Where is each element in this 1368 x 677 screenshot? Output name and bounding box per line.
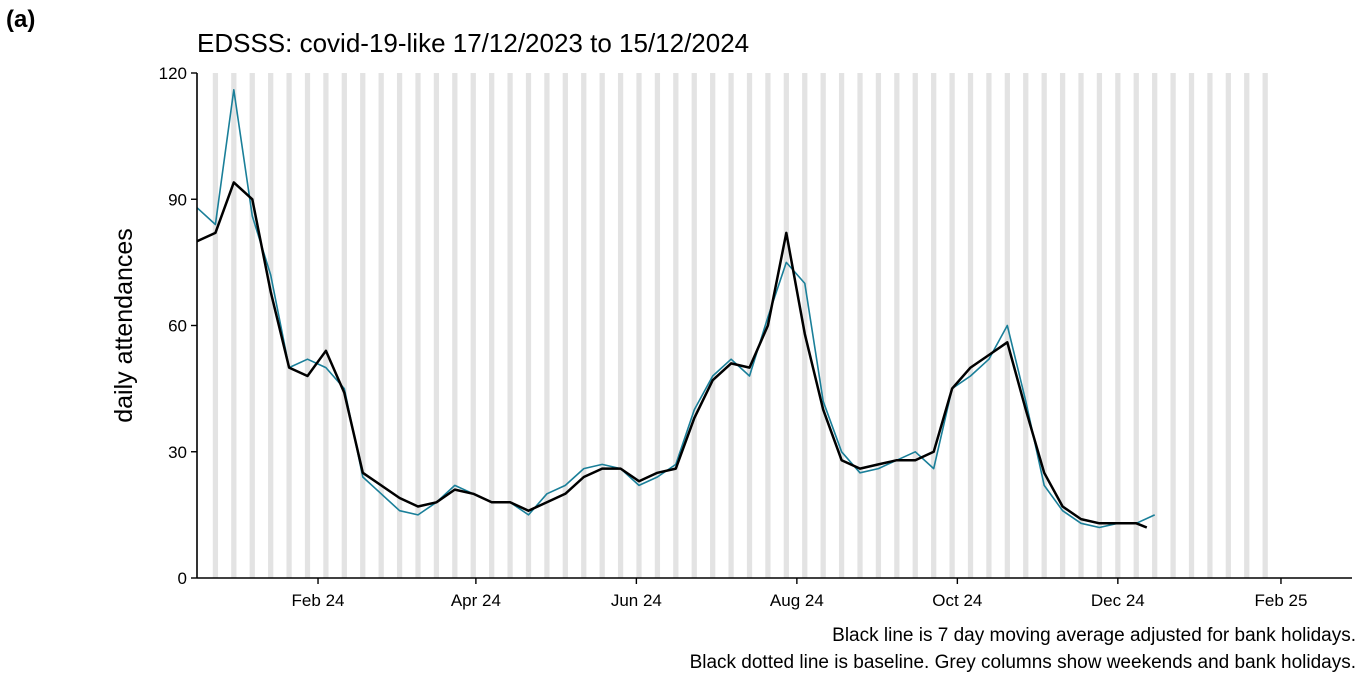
weekend-column bbox=[967, 73, 974, 578]
weekend-column bbox=[654, 73, 661, 578]
weekend-column bbox=[617, 73, 624, 578]
weekend-column bbox=[268, 73, 274, 578]
weekend-column bbox=[525, 73, 532, 578]
weekend-column bbox=[691, 73, 697, 578]
x-tick-label: Feb 24 bbox=[292, 591, 345, 610]
weekend-column bbox=[489, 73, 495, 578]
weekend-column bbox=[838, 73, 845, 578]
x-tick-label: Oct 24 bbox=[932, 591, 982, 610]
x-tick-label: Jun 24 bbox=[611, 591, 662, 610]
x-tick-label: Feb 25 bbox=[1254, 591, 1307, 610]
weekend-column bbox=[746, 73, 753, 578]
weekend-column bbox=[986, 73, 992, 578]
y-tick-label: 120 bbox=[159, 64, 187, 83]
weekend-column bbox=[949, 73, 955, 578]
weekend-column bbox=[507, 73, 513, 578]
weekend-column bbox=[912, 73, 918, 578]
chart-title: EDSSS: covid-19-like 17/12/2023 to 15/12… bbox=[197, 28, 750, 58]
series-layer bbox=[196, 89, 1156, 529]
weekend-column bbox=[1023, 73, 1029, 578]
weekend-column bbox=[710, 73, 716, 578]
weekend-column bbox=[562, 73, 568, 578]
weekend-column bbox=[470, 73, 476, 578]
weekend-column bbox=[1262, 73, 1268, 578]
weekend-column bbox=[1096, 73, 1103, 578]
weekend-column bbox=[341, 73, 347, 578]
weekend-column bbox=[212, 73, 219, 578]
weekend-column bbox=[875, 73, 882, 578]
weekend-column bbox=[931, 73, 937, 578]
weekend-column bbox=[1244, 73, 1250, 578]
weekend-column bbox=[415, 73, 421, 578]
weekend-column bbox=[304, 73, 311, 578]
y-tick-label: 30 bbox=[168, 443, 187, 462]
weekend-column bbox=[360, 73, 366, 578]
y-tick-label: 90 bbox=[168, 190, 187, 209]
weekend-column bbox=[599, 73, 605, 578]
weekend-column bbox=[1170, 73, 1176, 578]
caption-moving-average: Black line is 7 day moving average adjus… bbox=[832, 625, 1356, 646]
weekend-column bbox=[1059, 73, 1066, 578]
weekend-column bbox=[894, 73, 900, 578]
weekend-column bbox=[728, 73, 734, 578]
y-tick-label: 0 bbox=[178, 569, 187, 588]
axes: 0 30 60 90 120 Feb 24 Apr 24 Jun 24 Aug 24 Oct 24… bbox=[110, 64, 1352, 610]
weekend-column bbox=[1115, 73, 1121, 578]
weekend-column bbox=[1041, 73, 1047, 578]
weekend-column bbox=[1078, 73, 1084, 578]
weekend-column bbox=[1188, 73, 1195, 578]
weekend-column bbox=[1133, 73, 1139, 578]
x-tick-label: Dec 24 bbox=[1091, 591, 1145, 610]
weekend-column bbox=[378, 73, 384, 578]
weekend-column bbox=[802, 73, 808, 578]
weekend-column bbox=[433, 73, 440, 578]
weekend-column bbox=[783, 73, 789, 578]
weekend-column bbox=[544, 73, 550, 578]
weekend-column bbox=[231, 73, 237, 578]
panel-label: (a) bbox=[6, 6, 36, 33]
weekend-column bbox=[396, 73, 403, 578]
weekend-column bbox=[820, 73, 826, 578]
y-axis-title: daily attendances bbox=[110, 228, 138, 423]
weekend-column bbox=[857, 73, 863, 578]
x-tick-label: Apr 24 bbox=[451, 591, 501, 610]
weekend-column bbox=[249, 73, 255, 578]
weekend-column bbox=[286, 73, 292, 578]
weekend-column bbox=[636, 73, 642, 578]
weekend-column bbox=[1225, 73, 1231, 578]
moving-average-line bbox=[196, 181, 1148, 529]
weekend-column bbox=[1207, 73, 1213, 578]
weekend-column bbox=[452, 73, 458, 578]
weekend-column bbox=[581, 73, 587, 578]
x-tick-label: Aug 24 bbox=[770, 591, 824, 610]
weekend-column bbox=[323, 73, 329, 578]
y-tick-label: 60 bbox=[168, 317, 187, 336]
weekend-shading bbox=[212, 73, 1268, 578]
caption-baseline: Black dotted line is baseline. Grey colu… bbox=[689, 652, 1356, 673]
weekend-column bbox=[1152, 73, 1158, 578]
weekend-column bbox=[673, 73, 679, 578]
chart-plot: 0 30 60 90 120 Feb 24 Apr 24 Jun 24 Aug 24 Oct 24… bbox=[110, 64, 1352, 610]
